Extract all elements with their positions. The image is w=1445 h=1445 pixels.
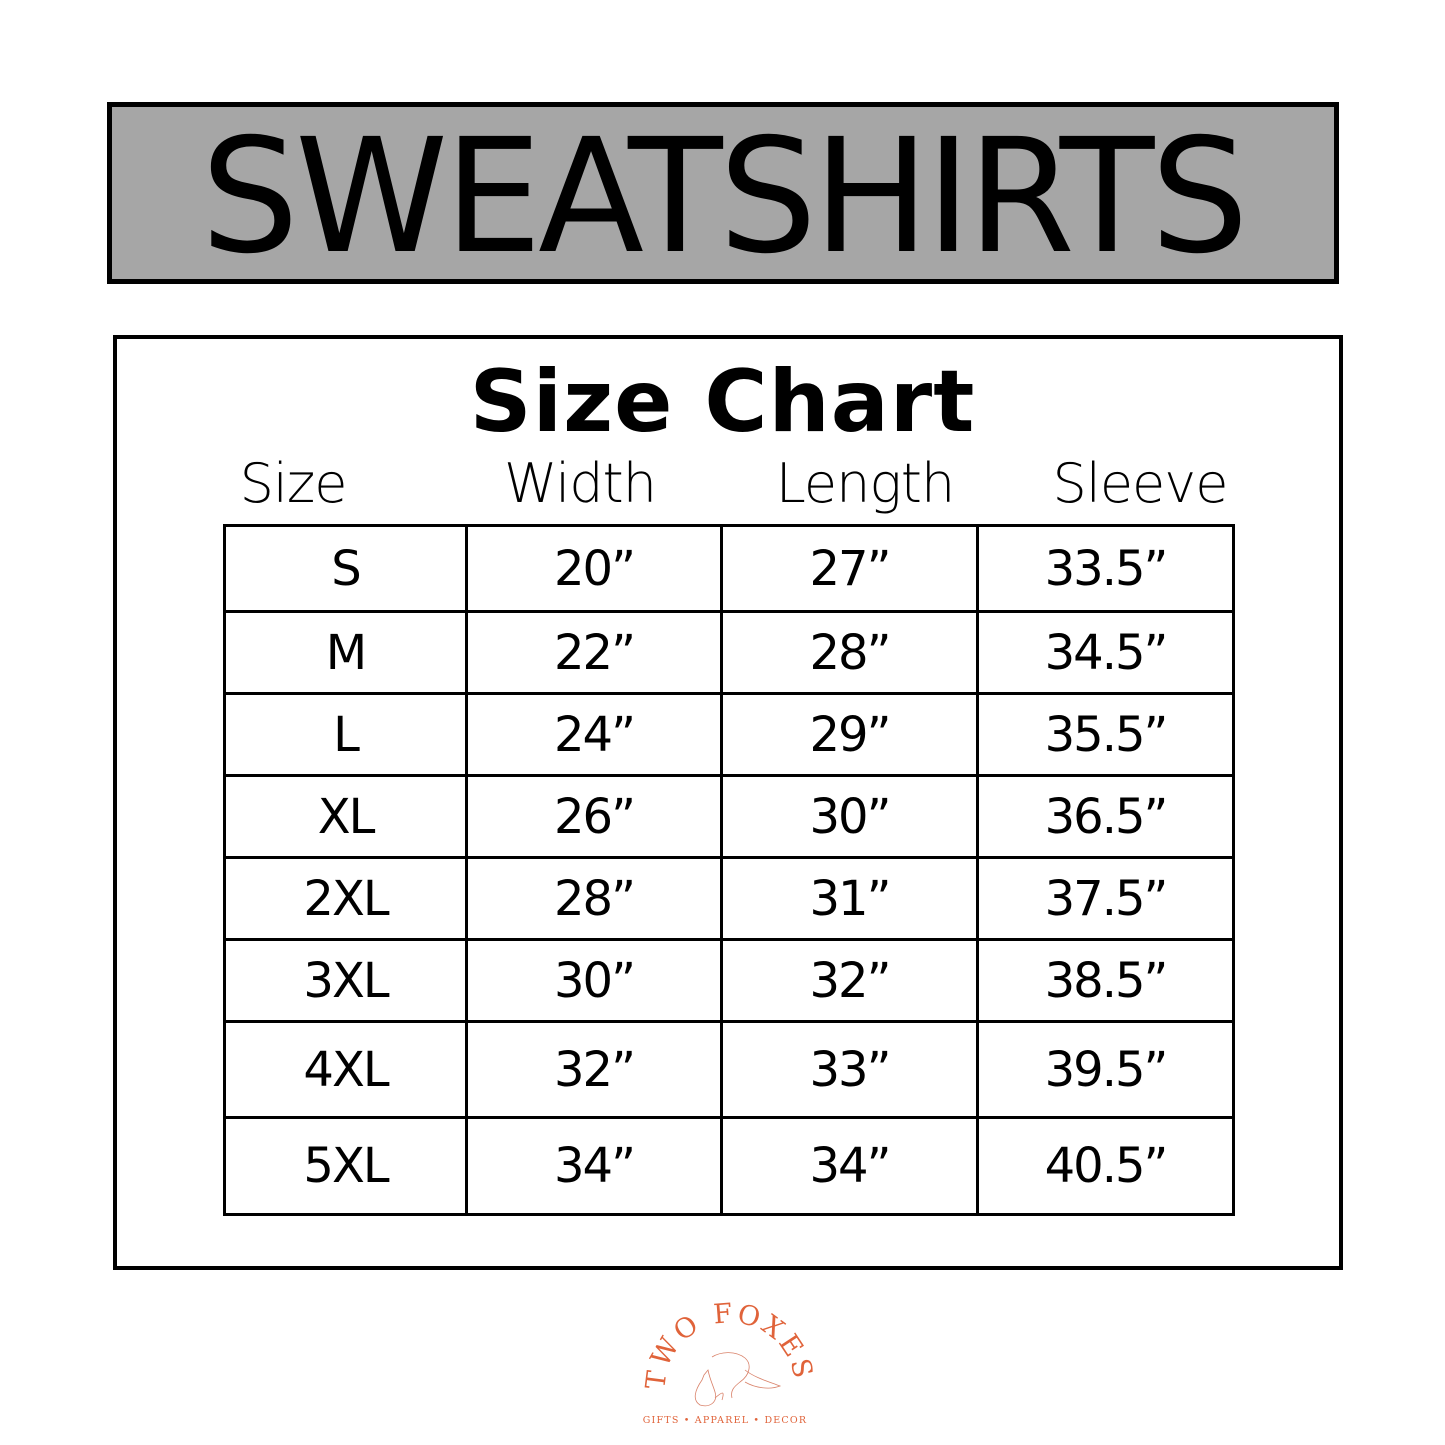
- table-cell-size: 4XL: [223, 1020, 468, 1119]
- table-cell-length: 28”: [720, 610, 979, 695]
- table-cell-width: 30”: [465, 938, 723, 1023]
- table-cell-length: 34”: [720, 1116, 979, 1216]
- table-cell-size: M: [223, 610, 468, 695]
- table-cell-sleeve: 37.5”: [976, 856, 1235, 941]
- table-cell-width: 20”: [465, 524, 723, 613]
- table-cell-length: 32”: [720, 938, 979, 1023]
- table-cell-length: 29”: [720, 692, 979, 777]
- table-row: L 24” 29” 35.5”: [223, 692, 1235, 777]
- table-row: 5XL 34” 34” 40.5”: [223, 1116, 1235, 1216]
- two-foxes-logo: TWO FOXES GIFTS • APPAREL • DECOR: [640, 1298, 819, 1426]
- table-row: S 20” 27” 33.5”: [223, 524, 1235, 613]
- size-chart-title: Size Chart: [469, 352, 976, 452]
- table-cell-width: 24”: [465, 692, 723, 777]
- table-cell-size: 2XL: [223, 856, 468, 941]
- table-cell-length: 30”: [720, 774, 979, 859]
- size-table: S 20” 27” 33.5” M 22” 28” 34.5” L 24” 29” 35.5” XL 26…: [223, 524, 1235, 1216]
- header-size: Size: [239, 452, 348, 515]
- table-cell-length: 27”: [720, 524, 979, 613]
- table-cell-width: 28”: [465, 856, 723, 941]
- table-row: M 22” 28” 34.5”: [223, 610, 1235, 695]
- table-cell-sleeve: 38.5”: [976, 938, 1235, 1023]
- table-cell-sleeve: 36.5”: [976, 774, 1235, 859]
- header-width: Width: [504, 452, 657, 515]
- header-length: Length: [775, 452, 955, 515]
- fox-illustration-icon: [694, 1352, 782, 1407]
- logo-tagline: GIFTS • APPAREL • DECOR: [643, 1415, 807, 1426]
- table-cell-width: 26”: [465, 774, 723, 859]
- table-cell-size: 5XL: [223, 1116, 468, 1216]
- table-cell-sleeve: 35.5”: [976, 692, 1235, 777]
- table-cell-sleeve: 39.5”: [976, 1020, 1235, 1119]
- table-cell-length: 31”: [720, 856, 979, 941]
- table-cell-width: 32”: [465, 1020, 723, 1119]
- table-cell-sleeve: 33.5”: [976, 524, 1235, 613]
- table-cell-size: S: [223, 524, 468, 613]
- table-row: 2XL 28” 31” 37.5”: [223, 856, 1235, 941]
- title-banner: SWEATSHIRTS: [107, 102, 1339, 284]
- page-title: SWEATSHIRTS: [200, 105, 1249, 289]
- table-row: 4XL 32” 33” 39.5”: [223, 1020, 1235, 1119]
- table-row: XL 26” 30” 36.5”: [223, 774, 1235, 859]
- table-cell-size: XL: [223, 774, 468, 859]
- table-cell-size: L: [223, 692, 468, 777]
- table-cell-size: 3XL: [223, 938, 468, 1023]
- svg-text:TWO FOXES: TWO FOXES: [640, 1298, 819, 1391]
- table-cell-sleeve: 34.5”: [976, 610, 1235, 695]
- table-cell-sleeve: 40.5”: [976, 1116, 1235, 1216]
- logo-name: TWO FOXES: [640, 1298, 816, 1391]
- size-chart-box: [113, 335, 1343, 1270]
- table-row: 3XL 30” 32” 38.5”: [223, 938, 1235, 1023]
- table-cell-length: 33”: [720, 1020, 979, 1119]
- table-cell-width: 22”: [465, 610, 723, 695]
- table-cell-width: 34”: [465, 1116, 723, 1216]
- header-sleeve: Sleeve: [1052, 452, 1229, 515]
